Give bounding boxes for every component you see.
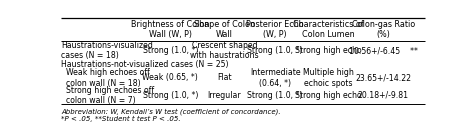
Text: Shape of Colon
Wall: Shape of Colon Wall	[194, 20, 255, 39]
Text: Colon-gas Ratio
(%): Colon-gas Ratio (%)	[352, 20, 415, 39]
Text: Intermediate
(0.64, *): Intermediate (0.64, *)	[250, 68, 301, 88]
Text: Crescent shaped
with haustrations: Crescent shaped with haustrations	[190, 41, 259, 60]
Text: Irregular: Irregular	[208, 91, 241, 100]
Text: 20.18+/-9.81: 20.18+/-9.81	[358, 91, 409, 100]
Text: Strong high echoes off
  colon wall (N = 7): Strong high echoes off colon wall (N = 7…	[61, 86, 154, 105]
Text: Posterior Echo
(W, P): Posterior Echo (W, P)	[246, 20, 304, 39]
Text: Haustrations-not-visualized cases (N = 25): Haustrations-not-visualized cases (N = 2…	[61, 60, 228, 69]
Text: Strong (1.0, *): Strong (1.0, *)	[143, 91, 198, 100]
Text: Multiple high
echoic spots: Multiple high echoic spots	[303, 68, 354, 88]
Text: 23.65+/-14.22: 23.65+/-14.22	[356, 74, 411, 82]
Text: 10.56+/-6.45    **: 10.56+/-6.45 **	[349, 46, 418, 55]
Text: *P < .05, **Student t test P < .05.: *P < .05, **Student t test P < .05.	[61, 116, 181, 122]
Text: Strong (1.0, *): Strong (1.0, *)	[247, 91, 303, 100]
Text: Flat: Flat	[217, 74, 232, 82]
Text: Strong high echo: Strong high echo	[295, 46, 362, 55]
Text: Strong (1.0, *): Strong (1.0, *)	[143, 46, 198, 55]
Text: Characteristics of
Colon Lumen: Characteristics of Colon Lumen	[293, 20, 364, 39]
Text: Brightness of Colon
Wall (W, P): Brightness of Colon Wall (W, P)	[131, 20, 210, 39]
Text: Strong (1.0, *): Strong (1.0, *)	[247, 46, 303, 55]
Text: Abbreviation: W, Kendall’s W test (coefficient of concordance).: Abbreviation: W, Kendall’s W test (coeff…	[61, 108, 281, 115]
Text: Haustrations-visualized
cases (N = 18): Haustrations-visualized cases (N = 18)	[61, 41, 153, 60]
Text: Weak high echoes off
  colon wall (N = 18): Weak high echoes off colon wall (N = 18)	[61, 68, 150, 88]
Text: Strong high echo: Strong high echo	[295, 91, 362, 100]
Text: Weak (0.65, *): Weak (0.65, *)	[143, 74, 198, 82]
